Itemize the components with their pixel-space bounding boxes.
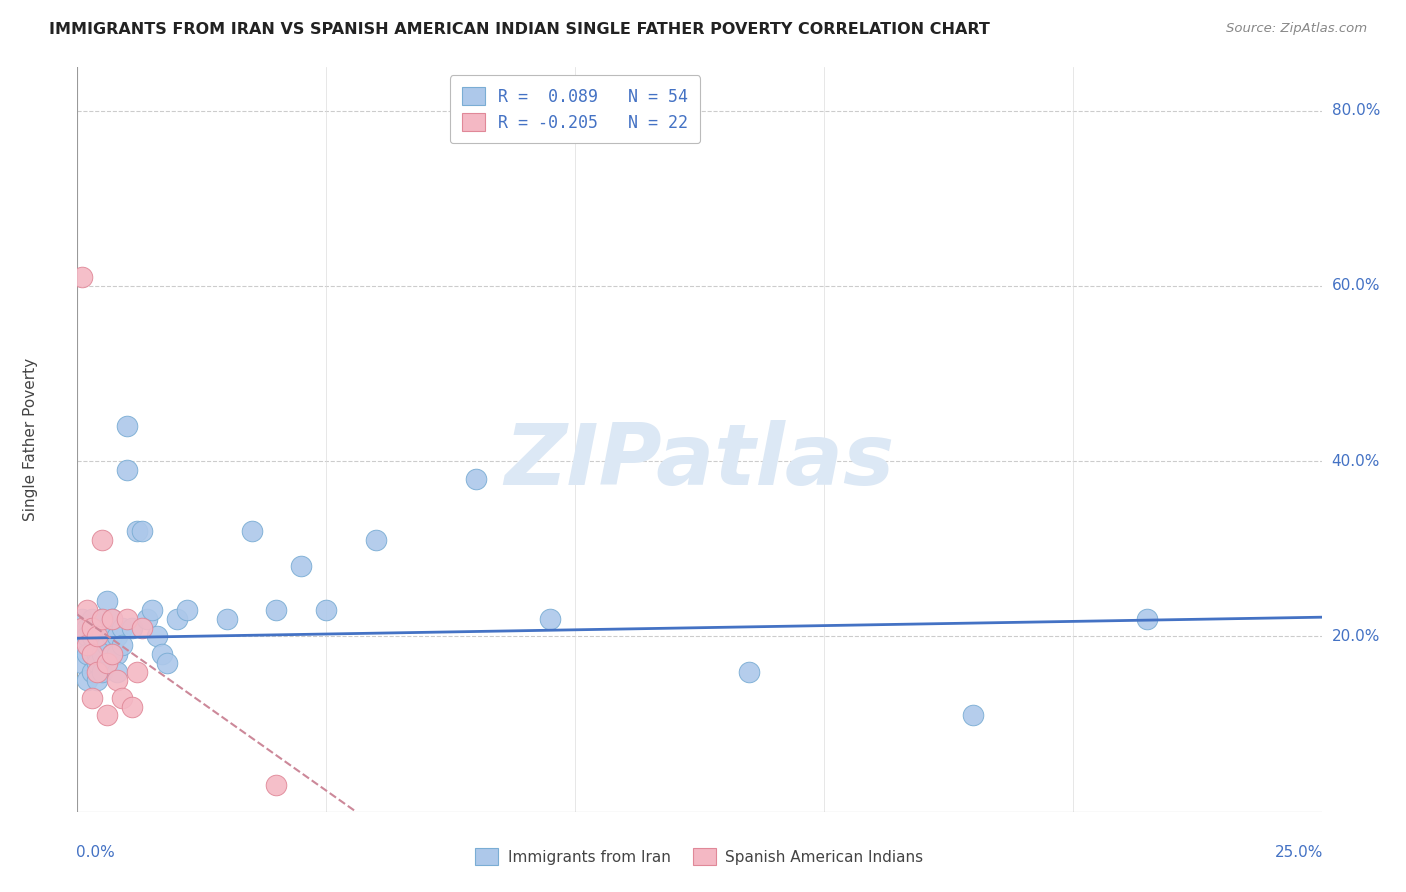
Point: [131, 524, 153, 539]
Text: Single Father Poverty: Single Father Poverty: [22, 358, 38, 521]
Point: [96, 638, 118, 652]
Point: [86, 630, 108, 644]
Point: [101, 630, 124, 644]
Point: [111, 638, 134, 652]
Point: [72, 656, 94, 670]
Point: [105, 647, 128, 661]
Point: [166, 612, 188, 626]
Point: [115, 463, 138, 477]
Point: [86, 673, 108, 688]
Point: [86, 656, 108, 670]
Point: [96, 594, 118, 608]
Point: [538, 612, 561, 626]
Point: [82, 612, 104, 626]
Text: IMMIGRANTS FROM IRAN VS SPANISH AMERICAN INDIAN SINGLE FATHER POVERTY CORRELATIO: IMMIGRANTS FROM IRAN VS SPANISH AMERICAN…: [49, 22, 990, 37]
Point: [101, 612, 124, 626]
Point: [105, 630, 128, 644]
Text: 60.0%: 60.0%: [1331, 278, 1381, 293]
Point: [91, 665, 114, 679]
Point: [96, 621, 118, 635]
Point: [101, 647, 124, 661]
Point: [121, 621, 143, 635]
Point: [315, 603, 337, 617]
Point: [96, 708, 118, 723]
Point: [86, 647, 108, 661]
Point: [76, 621, 98, 635]
Text: 0.0%: 0.0%: [76, 846, 115, 860]
Point: [86, 630, 108, 644]
Point: [91, 612, 114, 626]
Point: [76, 630, 98, 644]
Point: [86, 665, 108, 679]
Point: [82, 647, 104, 661]
Point: [86, 621, 108, 635]
Point: [105, 673, 128, 688]
Point: [91, 612, 114, 626]
Point: [82, 630, 104, 644]
Point: [266, 779, 288, 793]
Point: [121, 699, 143, 714]
Point: [91, 533, 114, 547]
Point: [738, 665, 761, 679]
Point: [215, 612, 238, 626]
Point: [240, 524, 263, 539]
Text: 40.0%: 40.0%: [1331, 454, 1379, 468]
Point: [156, 656, 179, 670]
Point: [76, 647, 98, 661]
Point: [101, 647, 124, 661]
Text: Source: ZipAtlas.com: Source: ZipAtlas.com: [1226, 22, 1367, 36]
Point: [101, 612, 124, 626]
Point: [131, 621, 153, 635]
Point: [72, 638, 94, 652]
Point: [125, 524, 148, 539]
Point: [105, 665, 128, 679]
Point: [150, 647, 173, 661]
Point: [82, 690, 104, 705]
Point: [136, 612, 159, 626]
Point: [962, 708, 984, 723]
Text: 20.0%: 20.0%: [1331, 629, 1379, 644]
Point: [111, 621, 134, 635]
Point: [82, 647, 104, 661]
Point: [1136, 612, 1159, 626]
Text: ZIPatlas: ZIPatlas: [505, 420, 894, 503]
Point: [91, 630, 114, 644]
Text: 25.0%: 25.0%: [1274, 846, 1323, 860]
Point: [91, 647, 114, 661]
Point: [96, 656, 118, 670]
Point: [76, 638, 98, 652]
Point: [111, 690, 134, 705]
Point: [72, 270, 94, 285]
Point: [176, 603, 198, 617]
Point: [82, 665, 104, 679]
Point: [115, 419, 138, 434]
Point: [76, 673, 98, 688]
Point: [82, 621, 104, 635]
Point: [76, 603, 98, 617]
Point: [266, 603, 288, 617]
Point: [115, 612, 138, 626]
Legend: Immigrants from Iran, Spanish American Indians: Immigrants from Iran, Spanish American I…: [470, 842, 929, 871]
Point: [290, 559, 312, 574]
Text: 80.0%: 80.0%: [1331, 103, 1379, 119]
Point: [464, 472, 486, 486]
Point: [72, 612, 94, 626]
Point: [125, 665, 148, 679]
Point: [364, 533, 387, 547]
Point: [141, 603, 163, 617]
Point: [72, 621, 94, 635]
Point: [146, 630, 169, 644]
